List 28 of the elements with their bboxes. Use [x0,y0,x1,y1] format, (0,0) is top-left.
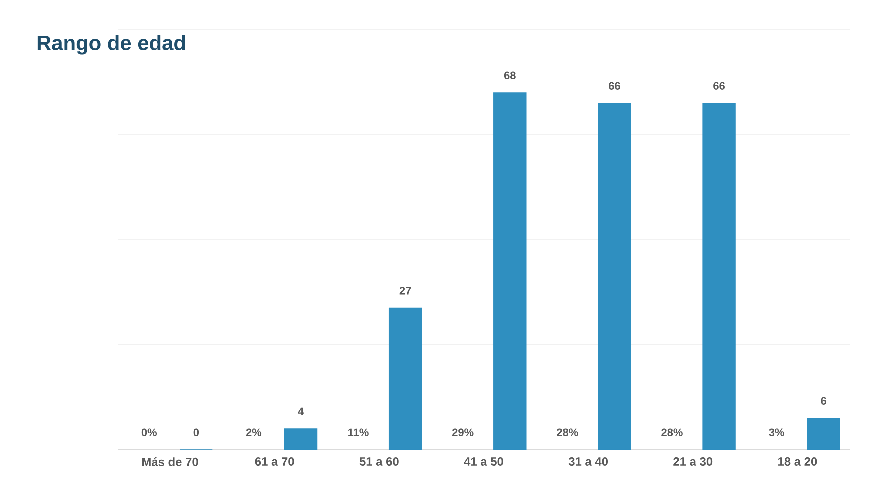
data-label: 0 [194,428,200,436]
annotation: 29% [452,428,474,436]
annotation: 3% [769,428,784,436]
x-tick-label: 31 a 40 [568,458,608,466]
x-tick-label: 51 a 60 [360,458,399,466]
annotation: 0% [142,428,158,436]
annotation: 2% [246,428,262,436]
annotation: 11% [348,428,369,436]
x-tick-label: 18 a 20 [778,458,818,466]
chart-title: Rango de edad [38,35,186,55]
data-label: 4 [298,408,304,416]
bar [388,308,422,450]
x-tick-label: 61 a 70 [255,458,294,466]
bar [598,103,632,450]
bar [807,418,840,450]
x-tick-label: 41 a 50 [464,458,504,466]
bar [494,92,527,450]
data-label: 68 [504,72,516,80]
annotation: 28% [662,428,683,436]
bar [702,103,736,450]
x-tick-label: Más de 70 [142,458,198,466]
data-label: 6 [821,397,827,405]
bar [284,428,318,450]
data-label: 66 [609,82,620,90]
x-tick-label: 21 a 30 [674,458,713,466]
annotation: 28% [557,428,578,436]
data-label: 27 [400,287,412,295]
data-label: 66 [714,82,725,90]
